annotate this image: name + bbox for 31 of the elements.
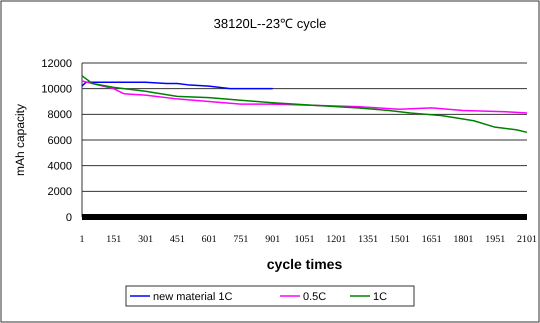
y-tick-label: 10000 <box>41 84 72 96</box>
x-tick-label: 301 <box>138 234 154 245</box>
x-tick-label: 1651 <box>422 234 442 245</box>
y-tick-label: 6000 <box>48 134 72 147</box>
legend-label: new material 1C <box>153 290 233 303</box>
x-tick-label: 751 <box>233 234 248 245</box>
y-tick-label: 8000 <box>48 109 72 122</box>
x-tick-label: 1201 <box>326 234 346 245</box>
chart-title: 38120L--23℃ cycle <box>214 16 326 31</box>
line-series <box>81 75 528 134</box>
legend-label: 0.5C <box>303 290 326 303</box>
x-axis-title: cycle times <box>266 256 342 272</box>
x-tick-label: 151 <box>106 234 122 245</box>
x-tick-label: 1501 <box>390 234 410 245</box>
legend-label: 1C <box>373 290 388 303</box>
x-tick-label: 2101 <box>517 234 537 245</box>
x-tick-label: 451 <box>170 234 185 245</box>
y-tick-label: 2000 <box>48 186 72 198</box>
x-tick-label: 901 <box>265 234 280 245</box>
x-tick-label: 1 <box>80 234 84 245</box>
x-tick-label: 1051 <box>294 234 314 245</box>
line-series <box>81 80 528 114</box>
y-tick-label: 0 <box>66 212 72 224</box>
x-tick-label: 1951 <box>485 234 506 245</box>
x-tick-label: 1801 <box>453 234 474 245</box>
y-axis-title: mAh capacity <box>13 104 27 176</box>
y-tick-label: 4000 <box>48 160 72 173</box>
line-series <box>81 82 274 90</box>
x-tick-label: 1351 <box>358 234 378 245</box>
y-tick-label: 12000 <box>41 58 72 70</box>
x-tick-label: 601 <box>202 234 217 245</box>
